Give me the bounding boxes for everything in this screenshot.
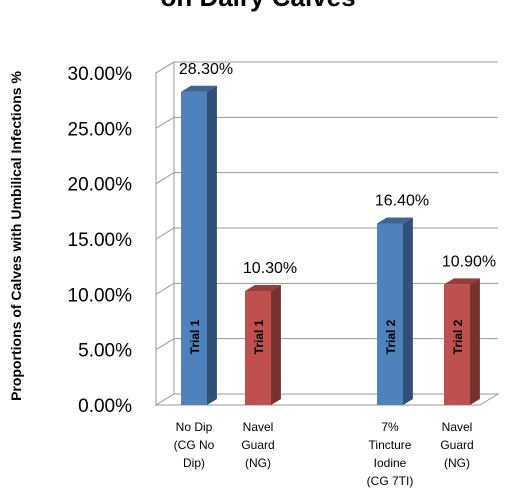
x-tick-label: Guard bbox=[241, 438, 274, 452]
bar-top bbox=[181, 85, 217, 92]
x-tick-label: Navel bbox=[243, 420, 274, 434]
plot-area: 0.00% 5.00% 10.00% 15.00% 20.00% 25.00% 30.00%… bbox=[68, 61, 500, 488]
bar-inner-label: Trial 2 bbox=[384, 319, 398, 354]
bar bbox=[444, 284, 470, 405]
gridline bbox=[155, 61, 498, 74]
bar-top bbox=[444, 278, 480, 285]
bar bbox=[181, 91, 207, 406]
x-tick-label: Guard bbox=[440, 438, 473, 452]
bar-inner-label: Trial 1 bbox=[252, 319, 266, 354]
x-tick-label: Tincture bbox=[369, 438, 412, 452]
bar-side bbox=[271, 284, 281, 405]
x-tick-label: 7% bbox=[381, 420, 399, 434]
bar-inner-label: Trial 1 bbox=[188, 319, 202, 354]
bar bbox=[245, 291, 271, 405]
chart-title: on Dairy Calves bbox=[160, 0, 355, 12]
y-tick-label: 20.00% bbox=[68, 175, 133, 196]
y-tick-label: 15.00% bbox=[68, 230, 133, 251]
bar-inner-label: Trial 2 bbox=[451, 319, 465, 354]
data-label: 16.40% bbox=[375, 193, 429, 210]
data-label: 28.30% bbox=[179, 61, 233, 78]
bar bbox=[377, 223, 403, 405]
x-tick-label: (CG No bbox=[174, 438, 215, 452]
bar-side bbox=[470, 278, 480, 405]
x-tick-label: No Dip bbox=[176, 420, 213, 434]
y-tick-label: 25.00% bbox=[68, 119, 133, 140]
y-tick-label: 0.00% bbox=[78, 396, 132, 417]
x-tick-label: (NG) bbox=[245, 456, 271, 470]
x-tick-label: Navel bbox=[442, 420, 473, 434]
x-tick-label: (NG) bbox=[444, 456, 470, 470]
y-tick-label: 30.00% bbox=[68, 64, 133, 85]
bar-top bbox=[245, 284, 281, 292]
bar-side bbox=[403, 217, 413, 405]
bar-side bbox=[207, 85, 217, 405]
gridline bbox=[155, 172, 498, 185]
data-label: 10.90% bbox=[442, 253, 496, 270]
y-tick-label: 5.00% bbox=[78, 341, 132, 362]
x-tick-label: Dip) bbox=[183, 456, 205, 470]
y-tick-label: 10.00% bbox=[68, 285, 133, 306]
x-tick-label: Iodine bbox=[374, 456, 407, 470]
bar-top bbox=[377, 217, 413, 224]
gridline bbox=[155, 116, 498, 129]
y-axis-label: Proportions of Calves with Umbilical Inf… bbox=[8, 71, 24, 401]
data-label: 10.30% bbox=[243, 260, 297, 277]
x-tick-label: (CG 7TI) bbox=[367, 474, 414, 488]
